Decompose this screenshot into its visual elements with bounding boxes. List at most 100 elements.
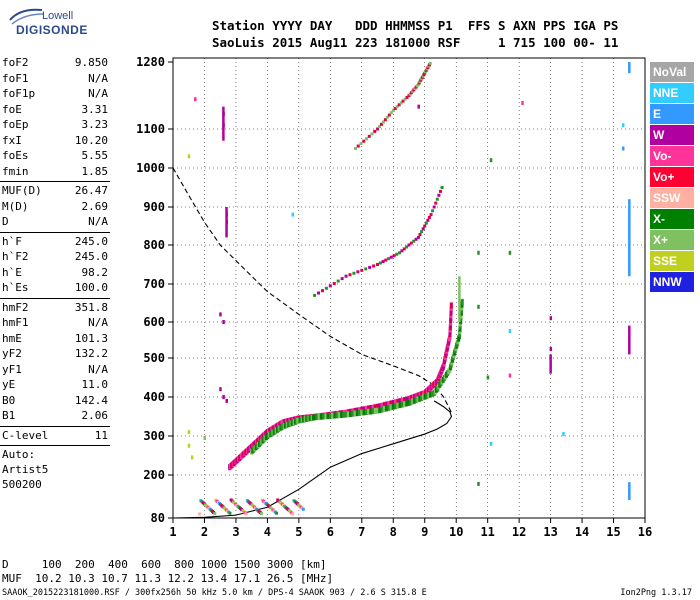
- param-key: B0: [2, 393, 16, 407]
- echo-trace-point: [392, 254, 396, 258]
- param-key: C-level: [2, 428, 49, 442]
- echo-trace-point: [344, 411, 348, 418]
- param-row: C-level 11: [2, 429, 108, 443]
- echo-trace-point: [399, 101, 403, 105]
- y-tick-label: 700: [143, 277, 165, 291]
- echo-trace-point: [440, 186, 444, 189]
- echo-trace-point: [396, 402, 400, 409]
- echo-trace-point: [319, 413, 323, 420]
- noise-streak: [628, 482, 631, 501]
- legend-sse: SSE: [650, 251, 694, 271]
- echo-trace-point: [421, 394, 425, 401]
- param-key: h`F2: [2, 250, 29, 263]
- ground-clutter-point: [301, 507, 305, 511]
- noise-point: [222, 320, 225, 324]
- echo-trace-point: [405, 95, 409, 99]
- echo-trace-point: [369, 408, 373, 415]
- echo-trace-point: [398, 398, 402, 405]
- param-separator: [0, 181, 110, 182]
- echo-trace-point: [420, 394, 424, 401]
- echo-trace-point: [358, 409, 362, 416]
- echo-trace-point: [376, 127, 380, 131]
- echo-trace-point: [384, 258, 388, 262]
- echo-trace-point: [382, 405, 386, 412]
- echo-trace-point: [427, 392, 431, 399]
- echo-trace-point: [372, 264, 376, 268]
- echo-trace-point: [381, 260, 385, 264]
- echo-trace-point: [362, 139, 366, 143]
- echo-trace-point: [317, 291, 321, 295]
- echo-trace-point: [370, 132, 374, 136]
- noise-point: [477, 481, 480, 486]
- param-row: MUF(D) 26.47: [2, 184, 108, 198]
- param-row: foF2 9.850: [2, 56, 108, 70]
- noise-point: [187, 154, 191, 159]
- param-separator: [0, 425, 110, 427]
- echo-trace-point: [364, 267, 368, 271]
- legend-x: X+: [650, 230, 694, 250]
- echo-trace-point: [387, 404, 391, 411]
- y-tick-label: 300: [143, 429, 165, 443]
- y-tick-label: 400: [143, 390, 165, 404]
- noise-point: [477, 250, 480, 255]
- lowell-digisonde-logo: Lowell DIGISONDE: [4, 4, 87, 44]
- x-tick-label: 15: [606, 525, 620, 539]
- param-row: h`Es 100.0: [2, 281, 108, 295]
- noise-point: [291, 212, 295, 217]
- echo-trace-point: [328, 412, 332, 419]
- echo-trace-point: [373, 404, 377, 411]
- ground-clutter-point: [228, 511, 232, 515]
- ground-clutter-point: [291, 512, 295, 516]
- echo-trace-point: [387, 113, 391, 117]
- param-value: 11: [94, 428, 108, 442]
- echo-trace-point: [381, 120, 385, 124]
- noise-streak: [222, 106, 225, 141]
- echo-trace-point: [356, 144, 360, 148]
- noise-point: [190, 455, 194, 460]
- logo-text-digisonde: DIGISONDE: [16, 23, 88, 37]
- echo-trace-point: [324, 286, 328, 290]
- ground-clutter-point: [198, 512, 202, 516]
- echo-trace-point: [378, 125, 381, 129]
- y-tick-label: 1100: [136, 122, 165, 136]
- logo-swoosh-icon: [9, 8, 45, 25]
- legend-vo: Vo-: [650, 146, 694, 166]
- echo-trace-point: [395, 105, 399, 109]
- y-tick-label: 200: [143, 468, 165, 482]
- param-value: N/A: [88, 362, 108, 376]
- legend-vo: Vo+: [650, 167, 694, 187]
- param-row: D N/A: [2, 215, 108, 229]
- param-value: 3.31: [81, 102, 109, 116]
- param-row: foF1p N/A: [2, 87, 108, 101]
- noise-point: [508, 250, 512, 255]
- echo-trace-point: [389, 404, 393, 411]
- ground-clutter-point: [213, 512, 217, 516]
- echo-trace-point: [429, 391, 433, 398]
- noise-point: [489, 441, 493, 446]
- echo-trace-point: [397, 103, 401, 107]
- param-value: 3.23: [81, 118, 109, 131]
- echo-trace-point: [376, 407, 380, 414]
- echo-trace-point: [352, 271, 356, 275]
- noise-point: [225, 398, 228, 403]
- param-value: 351.8: [74, 300, 108, 314]
- param-key: foE: [2, 102, 22, 116]
- echo-trace-point: [438, 189, 442, 193]
- echo-trace-point: [337, 412, 341, 419]
- echo-trace-point: [324, 413, 328, 420]
- echo-trace-point: [315, 414, 319, 421]
- echo-trace-point: [409, 399, 413, 406]
- echo-trace-point: [395, 252, 399, 256]
- echo-trace-point: [420, 230, 424, 234]
- echo-trace-point: [400, 249, 404, 253]
- echo-trace-point: [389, 255, 393, 259]
- echo-trace-point: [382, 402, 386, 409]
- param-value: 142.4: [74, 393, 108, 407]
- echo-trace-point: [378, 407, 382, 414]
- echo-trace-point: [414, 397, 418, 404]
- footer-muf-line: MUF 10.2 10.3 10.7 11.3 12.2 13.4 17.1 2…: [2, 572, 334, 585]
- noise-point: [187, 430, 191, 435]
- echo-trace-point: [432, 205, 436, 209]
- echo-trace-point: [409, 241, 413, 245]
- param-key: fmin: [2, 164, 29, 178]
